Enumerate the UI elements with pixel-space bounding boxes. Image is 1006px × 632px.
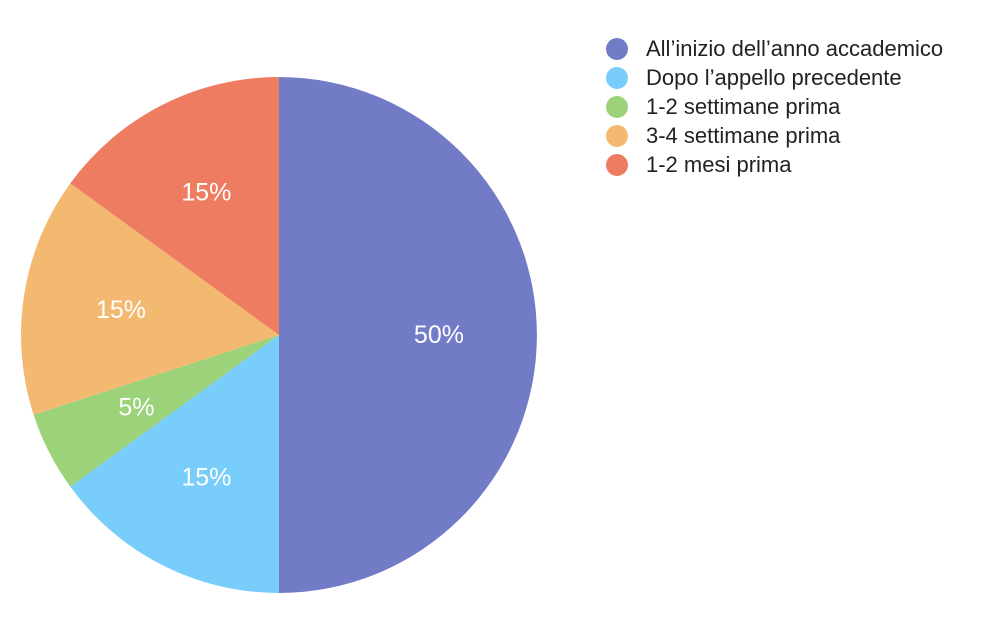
pie-slice-label: 50% (414, 321, 464, 349)
legend-item: 1-2 mesi prima (606, 150, 943, 179)
pie-slices (20, 77, 537, 593)
pie-slice (20, 183, 279, 415)
legend-item: 3-4 settimane prima (606, 121, 943, 150)
pie-slice (70, 77, 279, 335)
pie-slice-label: 5% (118, 394, 154, 422)
pie-slice (279, 77, 537, 593)
chart-legend: All’inizio dell’anno accademico Dopo l’ap… (606, 34, 943, 179)
legend-item: 1-2 settimane prima (606, 92, 943, 121)
pie-slice-label: 15% (181, 178, 231, 206)
legend-swatch (606, 124, 628, 147)
legend-label: 1-2 settimane prima (646, 93, 841, 119)
legend-label: Dopo l’appello precedente (646, 64, 902, 90)
legend-swatch (606, 37, 628, 60)
pie-slice-labels: 50% 15% 5% 15% 15% (96, 178, 464, 491)
legend-swatch (606, 66, 628, 89)
pie-slice (70, 335, 279, 593)
legend-label: 3-4 settimane prima (646, 122, 841, 148)
pie-slice-label: 15% (96, 296, 146, 324)
legend-label: 1-2 mesi prima (646, 151, 792, 177)
legend-swatch (606, 153, 628, 176)
legend-item: All’inizio dell’anno accademico (606, 34, 943, 63)
legend-swatch (606, 95, 628, 118)
pie-slice (33, 335, 280, 487)
legend-item: Dopo l’appello precedente (606, 63, 943, 92)
legend-label: All’inizio dell’anno accademico (646, 35, 944, 61)
pie-slice-label: 15% (181, 464, 231, 492)
